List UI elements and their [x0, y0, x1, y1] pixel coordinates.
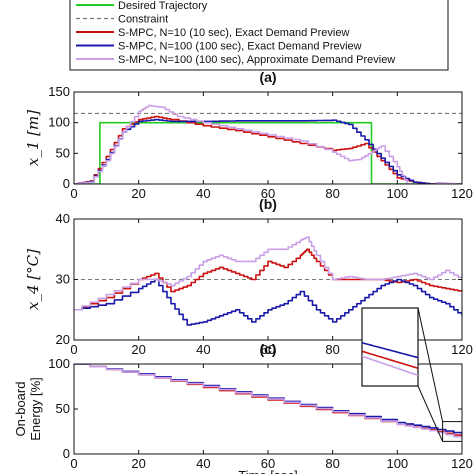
series-line-s-mpc-n-100-100-sec-approximate-demand-preview	[74, 104, 462, 184]
y-axis-label: x_4 [°C]	[24, 249, 42, 310]
x-tick-label: 60	[261, 456, 275, 471]
x-tick-label: 20	[131, 456, 145, 471]
legend-label-s-mpc-n-100-100-sec-approximate-demand-preview: S-MPC, N=100 (100 sec), Approximate Dema…	[118, 54, 395, 66]
zoom-connector-top	[417, 307, 444, 422]
y-tick-label: 50	[56, 401, 70, 416]
zoom-series-group	[362, 341, 418, 377]
legend-label-desired-trajectory: Desired Trajectory	[118, 0, 208, 12]
zoom-series-line-s-mpc-n-100-100-sec-exact-demand-preview	[362, 341, 418, 359]
y-axis-label-line2: Energy [%]	[28, 377, 43, 441]
x-tick-label: 120	[451, 342, 473, 357]
x-tick-label: 80	[325, 456, 339, 471]
y-tick-label: 150	[48, 84, 70, 99]
x-tick-label: 20	[131, 342, 145, 357]
zoom-source-box	[442, 421, 463, 442]
y-tick-label: 40	[56, 211, 70, 226]
zoom-series-line-s-mpc-n-100-100-sec-approximate-demand-preview	[362, 355, 418, 377]
panel-title: (c)	[259, 341, 276, 357]
legend-label-s-mpc-n-100-100-sec-exact-demand-preview: S-MPC, N=100 (100 sec), Exact Demand Pre…	[118, 41, 362, 53]
x-tick-label: 100	[386, 186, 408, 201]
legend-label-constraint: Constraint	[118, 14, 168, 26]
legend-label-s-mpc-n-10-10-sec-exact-demand-preview: S-MPC, N=10 (10 sec), Exact Demand Previ…	[118, 27, 349, 39]
panel-a: (a) 0 50 100 150 0 20 40 60 80 100 120 x_1 [m]	[24, 69, 473, 201]
zoom-series-line-s-mpc-n-10-10-sec-exact-demand-preview	[362, 350, 418, 370]
x-tick-label: 0	[70, 456, 77, 471]
x-tick-label: 0	[70, 186, 77, 201]
x-tick-label: 100	[386, 456, 408, 471]
x-tick-label: 40	[196, 456, 210, 471]
x-tick-label: 120	[451, 186, 473, 201]
y-tick-label: 50	[56, 145, 70, 160]
series-line-s-mpc-n-100-100-sec-approximate-demand-preview	[74, 236, 462, 311]
x-tick-label: 60	[261, 342, 275, 357]
series-group	[74, 364, 462, 439]
x-tick-label: 120	[451, 456, 473, 471]
panel-b: (b)203040020406080100120x_4 [°C]	[24, 196, 473, 357]
x-tick-label: 40	[196, 186, 210, 201]
x-tick-label: 60	[261, 186, 275, 201]
series-line-s-mpc-n-10-10-sec-exact-demand-preview	[74, 115, 462, 184]
series-line-s-mpc-n-100-100-sec-approximate-demand-preview	[74, 364, 462, 439]
y-tick-label: 0	[63, 176, 70, 191]
y-axis-label-line1: On-board	[13, 382, 28, 437]
y-axis-label: x_1 [m]	[24, 110, 42, 166]
panel-title: (b)	[259, 196, 277, 212]
y-tick-label: 20	[56, 332, 70, 347]
zoom-connector-bottom	[417, 385, 444, 442]
x-tick-label: 40	[196, 342, 210, 357]
series-group	[74, 236, 462, 326]
axes-frame	[73, 91, 463, 185]
series-line-s-mpc-n-100-100-sec-exact-demand-preview	[74, 278, 462, 326]
zoom-inset-box	[361, 307, 419, 387]
y-tick-label: 30	[56, 272, 70, 287]
x-tick-label: 80	[325, 186, 339, 201]
series-line-s-mpc-n-100-100-sec-exact-demand-preview	[74, 118, 462, 184]
zoom-inset	[361, 307, 444, 442]
y-tick-label: 100	[48, 115, 70, 130]
y-tick-label: 100	[48, 356, 70, 371]
legend-box	[69, 0, 449, 71]
series-group	[74, 104, 462, 184]
x-tick-label: 0	[70, 342, 77, 357]
x-tick-label: 20	[131, 186, 145, 201]
panel-title: (a)	[259, 69, 276, 85]
y-tick-label: 0	[63, 446, 70, 461]
series-line-desired-trajectory	[74, 121, 462, 184]
x-axis-label: Time [sec]	[238, 468, 297, 474]
x-tick-label: 80	[325, 342, 339, 357]
